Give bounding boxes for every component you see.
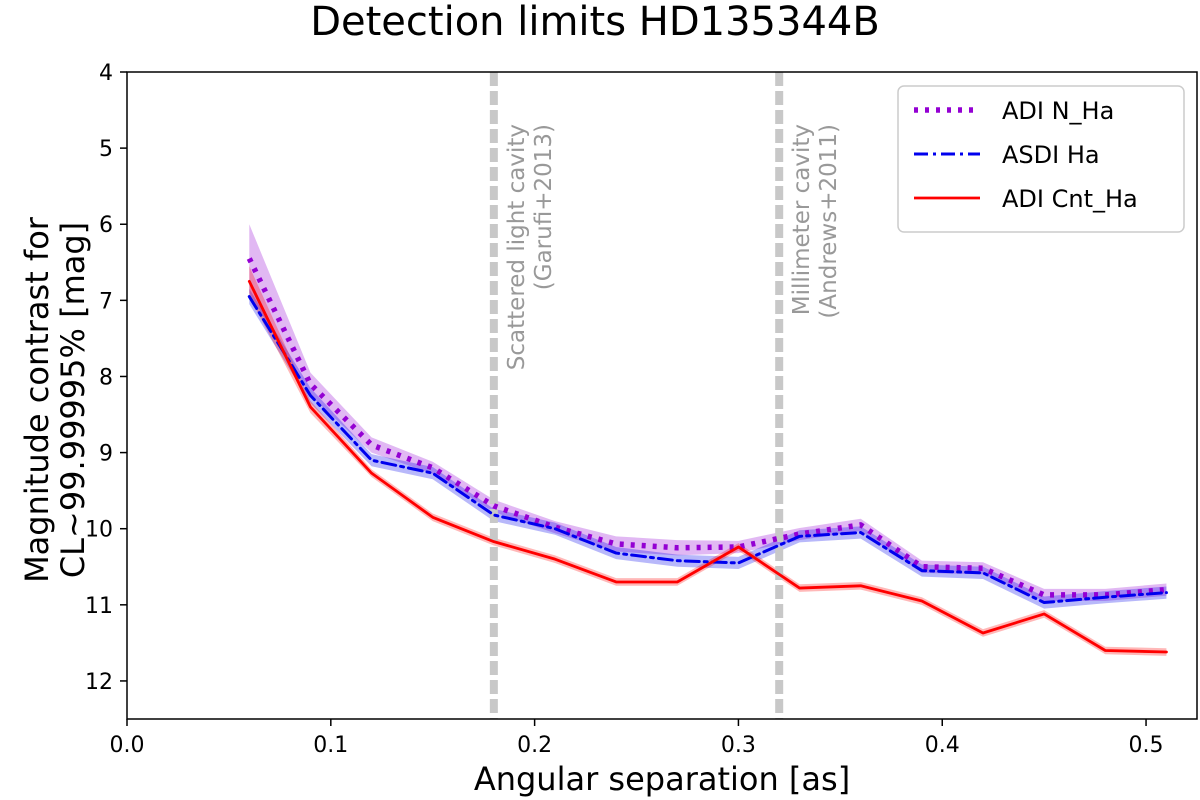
vline-annotation-0-line2: (Garufi+2013) [531,124,557,290]
y-tick-label-7: 11 [85,594,113,619]
vline-annotation-1-line2: (Andrews+2011) [816,124,842,319]
x-tick-label-5: 0.5 [1129,733,1164,758]
x-tick-label-4: 0.4 [925,733,960,758]
y-tick-label-0: 4 [99,61,113,86]
legend-label-2: ADI Cnt_Ha [1002,185,1138,213]
y-axis-label: Magnitude contrast for CL~99.99995% [mag… [18,216,92,583]
x-axis-ticks: 0.0 0.1 0.2 0.3 0.4 0.5 [110,719,1164,758]
x-tick-label-1: 0.1 [313,733,348,758]
y-tick-label-2: 6 [99,213,113,238]
plot-frame [126,71,1198,720]
y-tick-label-8: 12 [85,670,113,695]
x-tick-label-3: 0.3 [721,733,756,758]
y-axis-ticks: 4 5 6 7 8 9 10 11 12 [85,61,127,695]
legend-box [897,85,1185,233]
y-tick-label-6: 10 [85,518,113,543]
y-tick-label-5: 9 [99,442,113,467]
x-tick-label-2: 0.2 [517,733,552,758]
legend-label-1: ASDI Ha [1002,141,1100,169]
y-tick-label-1: 5 [99,137,113,162]
legend: ADI N_Ha ASDI Ha ADI Cnt_Ha [897,85,1185,233]
legend-label-0: ADI N_Ha [1002,97,1114,125]
x-tick-label-0: 0.0 [110,733,145,758]
y-tick-label-4: 8 [99,365,113,390]
vline-annotation-0-line1: Scattered light cavity [504,124,530,370]
series-line-2 [247,279,1168,654]
y-axis-label-line1: Magnitude contrast for [18,216,56,583]
band-series-0 [249,224,1167,602]
series-line-1 [247,295,1168,605]
vline-annotation-1: Millimeter cavity (Andrews+2011) [789,124,842,319]
x-axis-label: Angular separation [as] [474,760,850,798]
y-tick-label-3: 7 [99,289,113,314]
vline-annotation-0: Scattered light cavity (Garufi+2013) [504,124,557,370]
series-line-0 [246,257,1167,598]
vline-annotation-1-line1: Millimeter cavity [789,124,815,315]
cavity-lines: Scattered light cavity (Garufi+2013) Milli… [489,72,842,719]
series-lines [246,257,1168,654]
y-axis-label-line2: CL~99.99995% [mag] [54,222,92,578]
chart-title: Detection limits HD135344B [310,0,880,45]
